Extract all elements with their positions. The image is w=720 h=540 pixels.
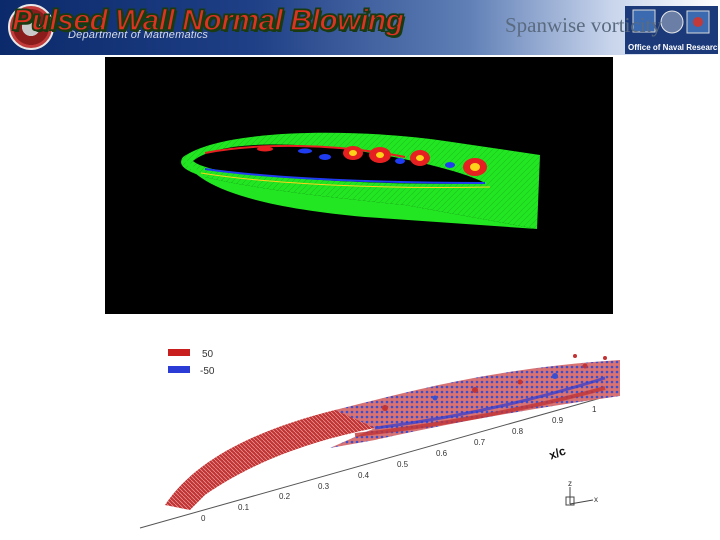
- header-banner: Department of Mathematics Pulsed Wall No…: [0, 0, 720, 55]
- axis-tick: 0.5: [397, 460, 409, 469]
- legend-label-negative: -50: [200, 366, 215, 377]
- vortex-row: [257, 146, 487, 176]
- airfoil-body: [193, 144, 485, 184]
- onr-logo-icon: [625, 6, 718, 54]
- slide-subtitle: Spanwise vorticity: [505, 13, 662, 37]
- axis-tick: 0.6: [436, 449, 448, 458]
- axis-tick: 0.8: [512, 427, 524, 436]
- axis-tick: 0.7: [474, 438, 486, 447]
- axis-tick: 0.9: [552, 416, 564, 425]
- vorticity-contour-2d: [105, 57, 613, 314]
- legend-label-positive: 50: [202, 349, 214, 360]
- vorticity-isosurface-3d: [135, 340, 620, 532]
- legend-swatches: [168, 349, 190, 373]
- orientation-triad-icon: [565, 487, 594, 506]
- axis-tick: 0.2: [279, 492, 291, 501]
- onr-label: Office of Naval Research: [628, 43, 720, 52]
- axis-tick: 0.3: [318, 482, 330, 491]
- slide-title: Pulsed Wall Normal Blowing: [11, 3, 404, 37]
- isosurface-sheet: [165, 402, 395, 510]
- axis-tick: 0: [201, 514, 206, 523]
- axis-tick: 0.1: [238, 503, 250, 512]
- department-text: Department of Mathematics: [68, 29, 209, 41]
- university-seal-icon: [8, 4, 54, 50]
- x-axis-line: [139, 393, 616, 529]
- triad-label-z: z: [568, 479, 572, 488]
- axis-tick: 1: [592, 405, 597, 414]
- triad-label-x: x: [594, 495, 598, 504]
- axis-tick: 0.4: [358, 471, 370, 480]
